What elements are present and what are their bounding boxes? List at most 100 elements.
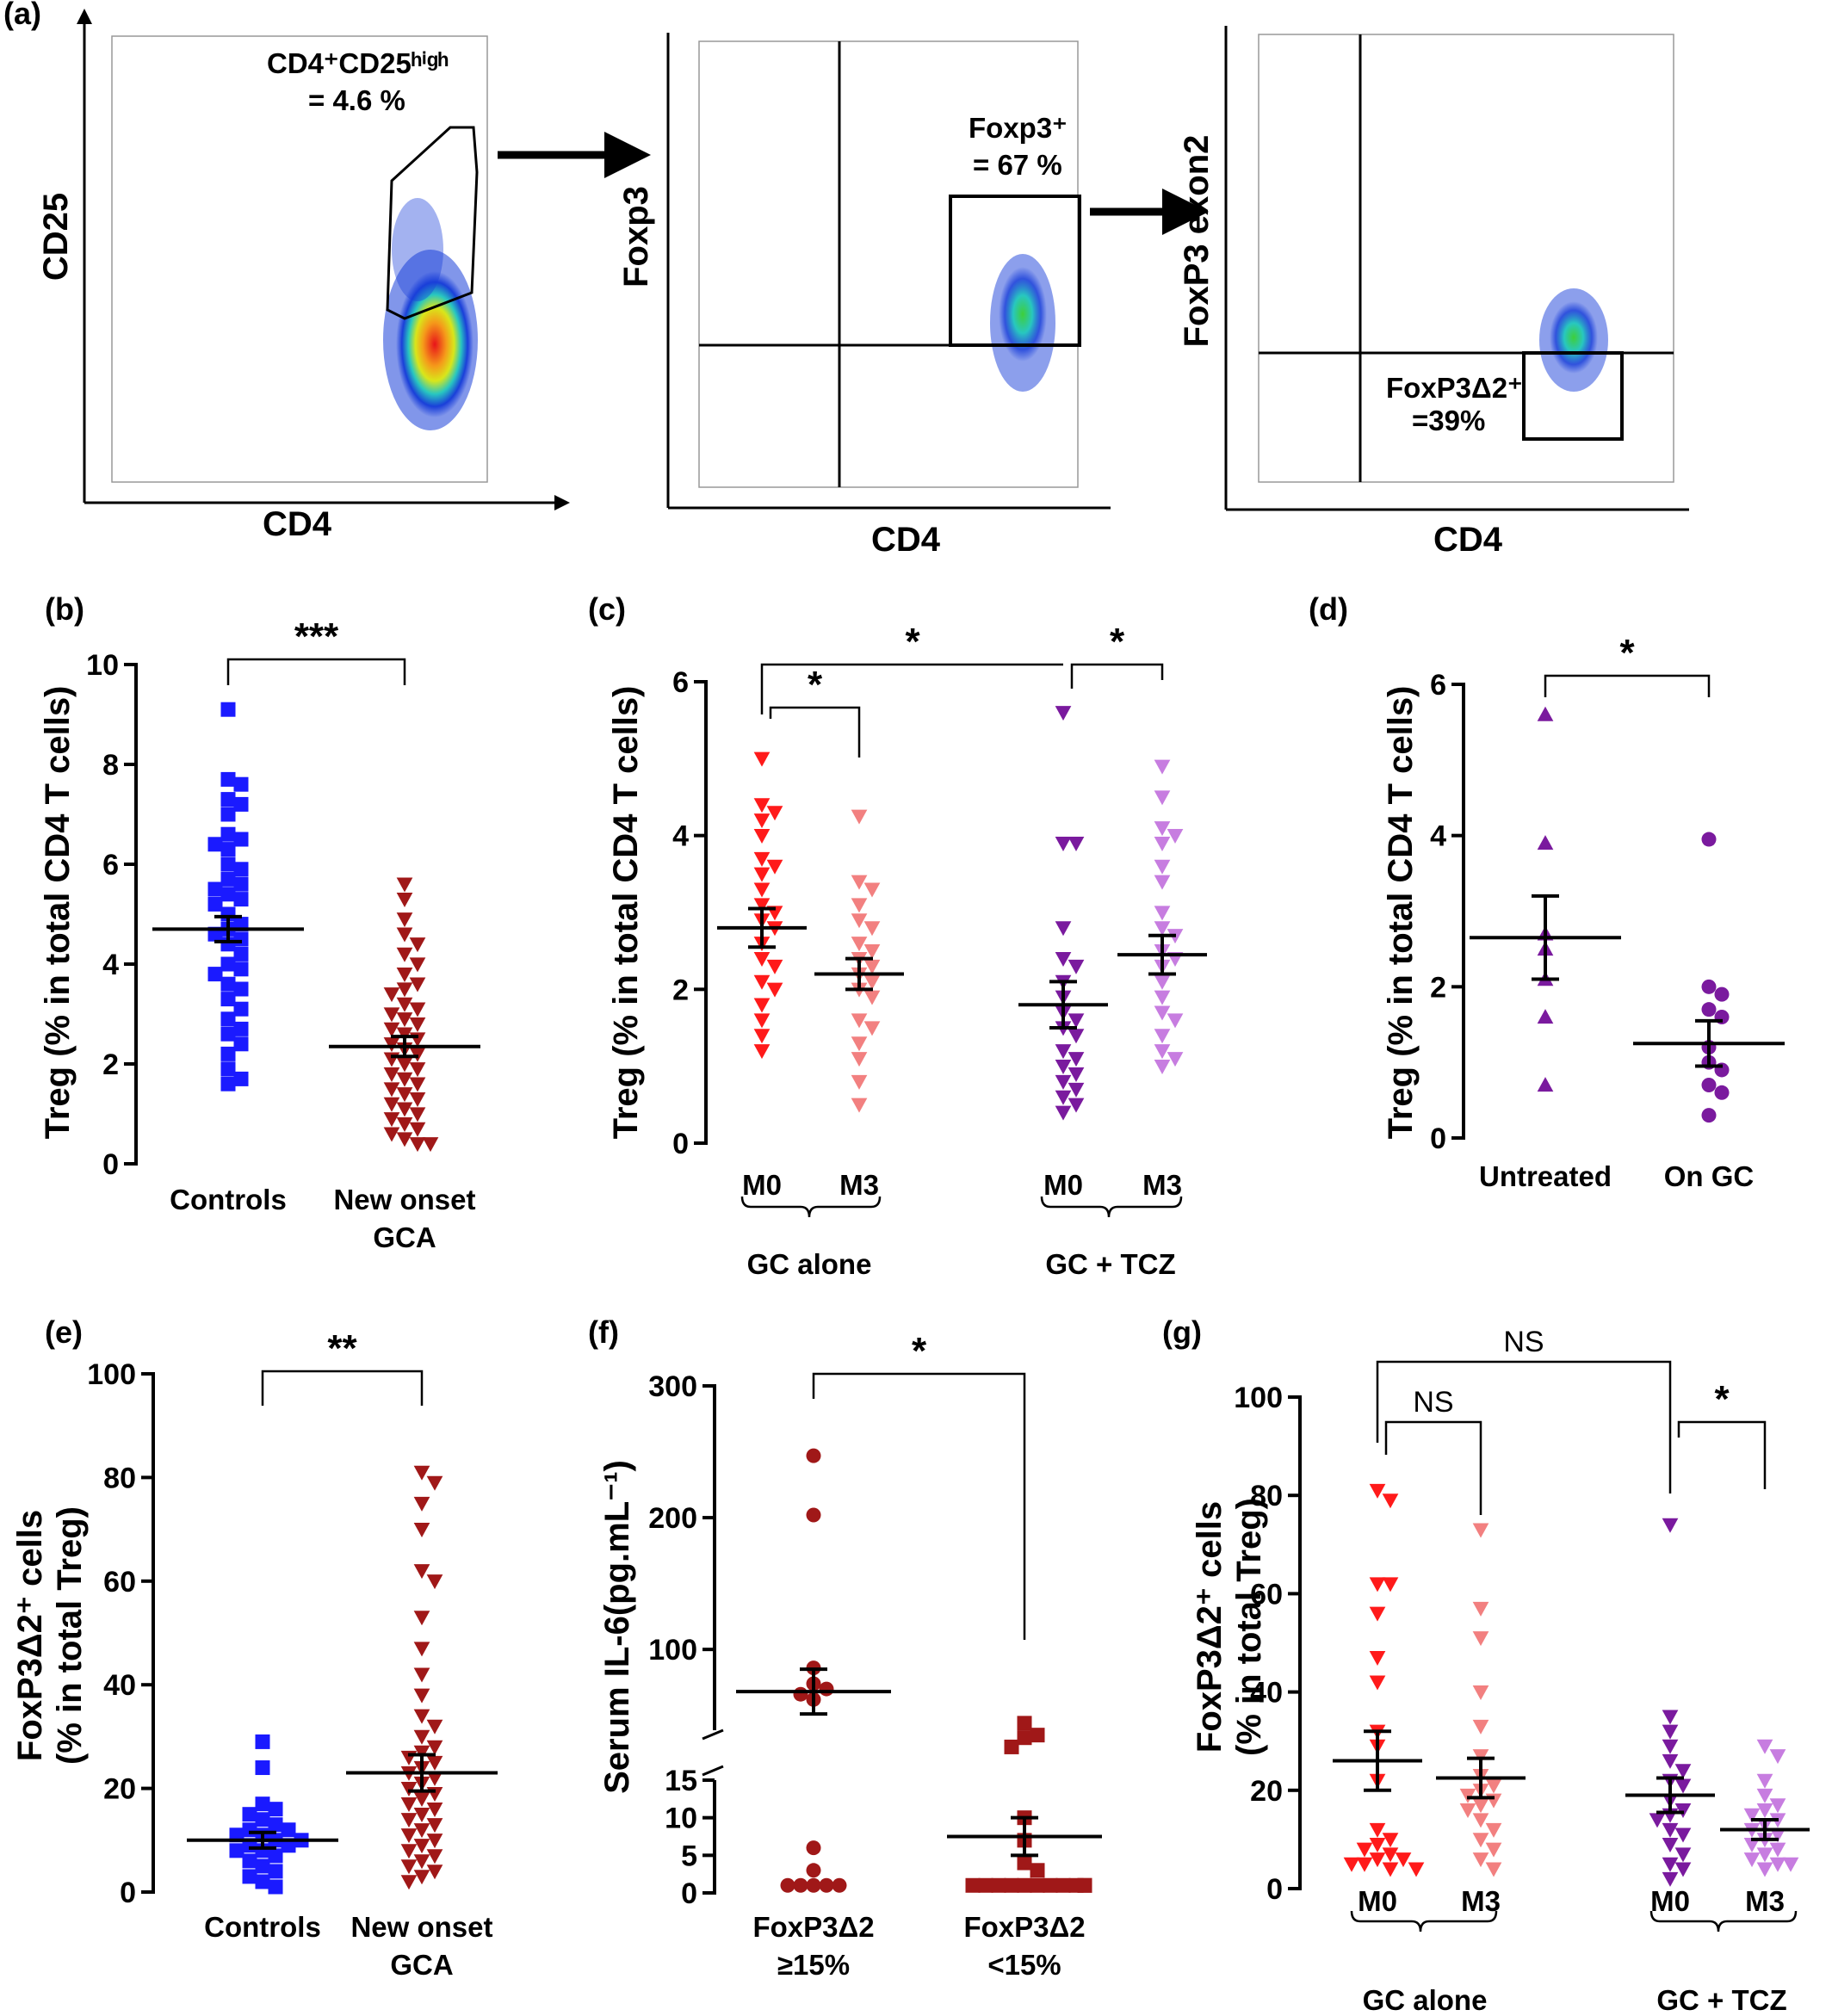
data-point [1369, 1852, 1386, 1868]
flow-plot-frame [1258, 34, 1674, 483]
data-point [383, 1037, 400, 1053]
flow-plot-foxp3exon2-vs-cd4: FoxP3Δ2⁺ =39% CD4 FoxP3 exon2 [1178, 26, 1689, 559]
series-foxp3d2-low [965, 1716, 1092, 1893]
group-bracket-gc-tcz [1649, 1910, 1798, 1933]
data-point [1055, 951, 1072, 967]
data-point [1030, 1863, 1045, 1878]
data-point [207, 881, 223, 897]
x-category-label: M3 [1142, 1169, 1182, 1201]
data-point [383, 1052, 400, 1067]
y-axis-label: CD25 [37, 193, 75, 281]
data-point [1756, 1773, 1773, 1789]
data-point [233, 1001, 249, 1017]
data-point [413, 1688, 430, 1704]
significance-bracket [1544, 674, 1711, 697]
data-point [229, 1843, 244, 1858]
data-point [383, 1082, 400, 1098]
data-point [851, 913, 868, 929]
data-point [242, 1807, 257, 1822]
data-point [1701, 1078, 1717, 1093]
group-bracket-gc-tcz [1040, 1196, 1183, 1218]
y-tick-label: 20 [1250, 1775, 1283, 1808]
data-point [1154, 990, 1171, 1005]
data-point [396, 947, 413, 962]
data-point [400, 1859, 418, 1875]
data-point [396, 877, 413, 893]
data-point [1043, 1877, 1058, 1893]
data-point [753, 829, 771, 844]
data-point [1674, 1778, 1692, 1794]
data-point [409, 1062, 426, 1078]
y-tick-label: 2 [102, 1048, 119, 1081]
y-tick-label: 80 [103, 1462, 136, 1494]
y-axis-label: FoxP3Δ2⁺ cells(% in total Treg) [11, 1506, 89, 1765]
y-tick-label: 2 [1430, 971, 1446, 1004]
data-point [1167, 1013, 1184, 1029]
data-point [1782, 1857, 1799, 1872]
significance-bracket [1677, 1420, 1767, 1489]
axis-break-mark [702, 1765, 724, 1777]
data-point [220, 856, 236, 872]
data-point [1154, 836, 1171, 851]
data-point [1537, 835, 1554, 850]
significance-bracket [760, 663, 1063, 714]
x-category-label: Untreated [1479, 1160, 1612, 1192]
data-point [1167, 829, 1184, 844]
data-point [383, 987, 400, 1003]
data-point [1485, 1862, 1502, 1877]
data-point [1701, 979, 1717, 994]
data-point [400, 1813, 418, 1828]
data-point [426, 1849, 443, 1864]
group-bracket-gc-alone [740, 1196, 882, 1218]
data-point [233, 796, 249, 812]
significance-label: * [808, 664, 823, 706]
data-point [1472, 1523, 1489, 1538]
y-tick-label: 40 [103, 1669, 136, 1702]
y-tick-label: 100 [87, 1358, 136, 1391]
significance-label: * [1619, 632, 1635, 674]
series-gc-tcz-m0 [1649, 1518, 1692, 1887]
y-tick-label: 200 [648, 1502, 697, 1535]
group-label-gc-alone: GC alone [1363, 1984, 1488, 2016]
y-tick-label: 100 [648, 1634, 697, 1667]
data-point [1714, 1085, 1730, 1100]
data-point [1485, 1842, 1502, 1858]
data-point [220, 1026, 236, 1042]
data-point [863, 882, 881, 898]
data-point [400, 1797, 418, 1813]
data-point [1382, 1577, 1399, 1592]
y-axis-label: FoxP3 exon2 [1178, 135, 1216, 348]
data-point [400, 1828, 418, 1844]
data-point [1756, 1862, 1773, 1877]
data-point [220, 976, 236, 992]
data-point [396, 1012, 413, 1028]
significance-label: * [1110, 621, 1125, 663]
data-point [1472, 1798, 1489, 1814]
data-point [413, 1667, 430, 1683]
data-point [426, 1755, 443, 1771]
data-point [233, 832, 249, 847]
data-point [220, 771, 236, 787]
data-point [863, 921, 881, 937]
y-tick-label: 0 [120, 1877, 136, 1909]
flow-gate-foxp3-delta2 [1522, 351, 1624, 441]
data-point [793, 1877, 808, 1893]
data-point [409, 1017, 426, 1032]
data-point [753, 951, 771, 967]
significance-label: NS [1503, 1326, 1544, 1358]
y-tick-label: 0 [672, 1128, 689, 1160]
data-point [233, 946, 249, 962]
significance-label: ** [327, 1327, 357, 1370]
axis-break-mark [702, 1728, 724, 1741]
data-point [1743, 1837, 1761, 1852]
data-point [233, 1036, 249, 1052]
data-point [1382, 1862, 1399, 1877]
data-point [1769, 1798, 1786, 1814]
data-point [1068, 1082, 1085, 1098]
data-point [409, 1077, 426, 1092]
data-point [1382, 1833, 1399, 1848]
data-point [851, 898, 868, 913]
data-point [1055, 1060, 1072, 1075]
data-point [409, 1091, 426, 1107]
data-point [863, 944, 881, 960]
